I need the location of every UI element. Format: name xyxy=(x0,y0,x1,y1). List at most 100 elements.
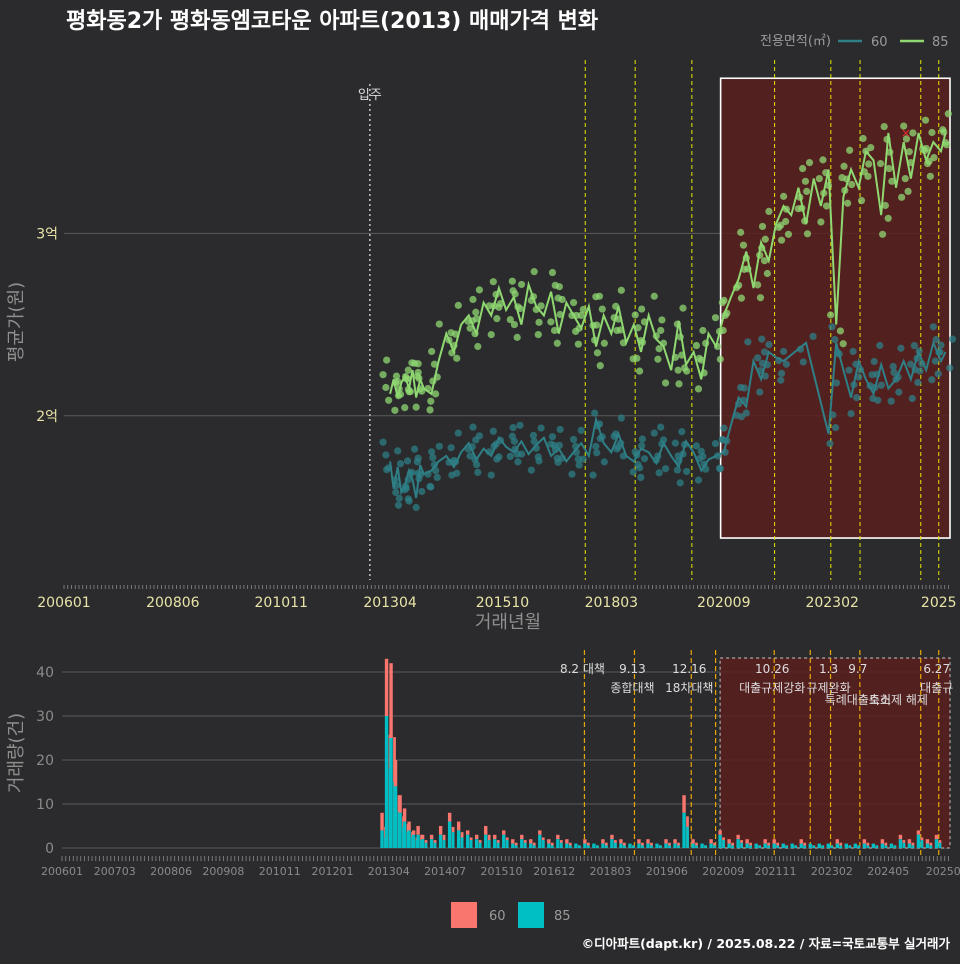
price-point-85 xyxy=(939,126,947,134)
price-x-tick-label: 202302 xyxy=(805,595,858,611)
price-point-60 xyxy=(473,461,481,469)
volume-bar-85 xyxy=(839,845,843,848)
volume-bar-60 xyxy=(862,839,867,844)
legend-label-85: 85 xyxy=(932,35,949,50)
volume-bar-85 xyxy=(871,843,876,848)
price-point-85 xyxy=(711,314,720,322)
price-point-60 xyxy=(877,381,885,389)
volume-bar-60 xyxy=(646,839,650,844)
volume-bar-85 xyxy=(493,839,497,848)
price-x-tick-label: 200806 xyxy=(146,595,200,611)
volume-bar-60 xyxy=(407,821,411,831)
price-point-85 xyxy=(674,366,682,374)
price-point-60 xyxy=(569,435,578,444)
price-point-85 xyxy=(865,160,873,168)
volume-bar-85 xyxy=(460,837,464,848)
policy-annotation: 6.27 xyxy=(923,662,950,676)
price-point-85 xyxy=(534,331,542,339)
price-point-60 xyxy=(678,428,686,436)
price-point-60 xyxy=(637,473,645,482)
price-point-60 xyxy=(589,471,597,479)
price-x-tick-label: 202009 xyxy=(697,595,750,611)
price-point-85 xyxy=(412,403,420,411)
volume-bar-85 xyxy=(821,845,825,848)
price-x-axis-title: 거래년월 xyxy=(475,612,541,633)
price-point-85 xyxy=(595,292,604,300)
price-point-60 xyxy=(673,466,682,474)
volume-bar-85 xyxy=(884,845,888,848)
volume-bar-85 xyxy=(641,845,644,848)
price-point-60 xyxy=(699,452,707,460)
price-point-60 xyxy=(932,336,940,344)
price-point-60 xyxy=(529,431,538,439)
volume-bar-60 xyxy=(398,795,402,813)
price-point-85 xyxy=(569,299,578,307)
policy-annotation: 대출규제강화 xyxy=(739,681,805,695)
price-point-85 xyxy=(756,294,765,302)
price-point-85 xyxy=(530,268,538,276)
price-point-60 xyxy=(475,432,484,440)
volume-bar-85 xyxy=(695,845,698,848)
volume-bar-60 xyxy=(511,839,515,844)
price-point-85 xyxy=(739,241,748,249)
volume-bar-85 xyxy=(745,843,749,848)
volume-bar-85 xyxy=(934,839,939,848)
price-point-85 xyxy=(720,296,728,304)
price-point-60 xyxy=(527,466,535,474)
price-point-85 xyxy=(922,144,930,153)
volume-bar-85 xyxy=(902,842,906,848)
volume-bar-85 xyxy=(514,845,518,848)
volume-bar-85 xyxy=(704,845,707,848)
price-point-60 xyxy=(744,338,752,346)
price-point-85 xyxy=(548,268,557,277)
volume-bar-85 xyxy=(925,843,930,848)
price-point-85 xyxy=(631,311,639,319)
price-point-60 xyxy=(760,348,769,356)
price-point-85 xyxy=(435,320,443,328)
price-point-60 xyxy=(394,447,402,455)
price-point-60 xyxy=(809,332,817,341)
price-point-85 xyxy=(496,299,505,308)
price-x-tick-label: 201304 xyxy=(363,595,417,611)
volume-bar-85 xyxy=(438,834,443,848)
price-point-60 xyxy=(510,437,518,445)
price-point-60 xyxy=(671,439,679,447)
price-point-85 xyxy=(839,340,847,348)
volume-bar-85 xyxy=(424,842,428,848)
price-point-85 xyxy=(392,372,401,380)
volume-bar-85 xyxy=(407,830,411,848)
price-point-85 xyxy=(840,162,848,170)
price-point-85 xyxy=(401,404,409,412)
price-point-85 xyxy=(426,406,434,414)
price-point-85 xyxy=(836,327,845,335)
volume-bar-85 xyxy=(502,834,506,848)
price-point-60 xyxy=(826,440,834,448)
volume-bar-60 xyxy=(880,839,885,844)
volume-bar-85 xyxy=(857,845,861,848)
volume-bar-60 xyxy=(456,821,461,831)
cancel-marker: × xyxy=(901,126,911,140)
price-point-85 xyxy=(385,396,393,404)
volume-bar-60 xyxy=(565,839,569,844)
price-point-60 xyxy=(640,455,649,463)
volume-bar-85 xyxy=(713,845,716,848)
price-point-85 xyxy=(414,368,422,377)
price-point-85 xyxy=(699,326,707,335)
price-point-60 xyxy=(556,425,564,434)
price-point-60 xyxy=(661,465,670,473)
price-point-85 xyxy=(511,290,519,298)
price-point-85 xyxy=(904,187,912,195)
price-point-60 xyxy=(876,341,884,350)
price-point-85 xyxy=(550,326,559,335)
price-x-tick-label: 2025 xyxy=(921,595,957,611)
price-point-60 xyxy=(676,479,684,487)
volume-bar-60 xyxy=(619,839,623,844)
volume-bar-85 xyxy=(420,839,425,848)
price-point-60 xyxy=(914,378,922,387)
price-point-85 xyxy=(487,331,495,339)
price-point-85 xyxy=(782,217,790,226)
price-point-60 xyxy=(928,376,936,384)
price-point-60 xyxy=(403,457,412,465)
volume-bar-60 xyxy=(601,839,605,844)
volume-bar-60 xyxy=(447,812,452,822)
